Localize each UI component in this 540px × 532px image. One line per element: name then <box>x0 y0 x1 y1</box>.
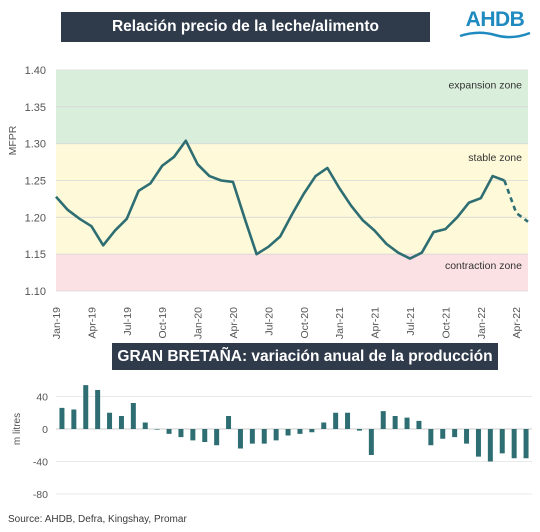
mfpr-line-chart: 1.10 1.15 1.20 1.25 1.30 1.35 1.40 Jan-19 Apr-1… <box>7 65 529 339</box>
bar <box>452 429 458 438</box>
mfpr-series-line <box>55 139 505 260</box>
logo-wave-icon <box>459 31 531 39</box>
bar <box>142 422 148 429</box>
y-tick-label: 1.15 <box>25 249 46 261</box>
zone-label: contraction zone <box>445 260 522 272</box>
bar <box>368 429 374 455</box>
bar <box>249 429 255 444</box>
y-tick-label: 0 <box>42 424 48 436</box>
bar <box>166 429 172 434</box>
production-change-bar-chart: 80 40 0 -40 -80 m litres <box>12 370 532 501</box>
bar <box>345 412 351 429</box>
x-tick-label: Jan-22 <box>476 307 488 339</box>
bar <box>356 429 362 431</box>
ahdb-logo: AHDB <box>458 8 532 42</box>
bar <box>404 417 410 429</box>
logo-text: AHDB <box>465 8 525 31</box>
y-tick-label: 80 <box>36 370 48 371</box>
zone-label: stable zone <box>468 152 522 164</box>
x-tick-label: Oct-20 <box>299 307 311 339</box>
y-tick-label: 1.20 <box>25 212 46 224</box>
bar <box>190 429 196 441</box>
x-tick-label: Apr-19 <box>86 307 98 339</box>
bar <box>118 416 124 429</box>
bar <box>154 429 160 430</box>
y-tick-label: 1.40 <box>25 65 46 77</box>
bar <box>226 416 232 429</box>
x-tick-label: Apr-22 <box>511 307 523 339</box>
bar <box>309 429 315 433</box>
x-tick-label: Oct-21 <box>440 307 452 339</box>
bar <box>297 429 303 434</box>
x-tick-label: Jul-19 <box>122 307 134 336</box>
bar <box>440 429 446 439</box>
y-tick-label: 1.10 <box>25 286 46 298</box>
y-tick-label: -40 <box>33 457 48 469</box>
x-tick-label: Jul-21 <box>405 307 417 336</box>
bar <box>321 422 327 429</box>
bar <box>59 407 65 429</box>
bar <box>392 416 398 429</box>
chart-title-banner: Relación precio de la leche/alimento <box>61 12 430 42</box>
bar <box>380 411 386 429</box>
bar <box>95 390 101 429</box>
bar <box>71 409 77 429</box>
bar <box>464 429 470 444</box>
bar <box>285 429 291 436</box>
bar <box>487 429 493 462</box>
y-axis-label: MFPR <box>7 125 19 155</box>
bar <box>202 429 208 442</box>
zone-band <box>56 254 528 291</box>
bar-chart-title-banner: GRAN BRETAÑA: variación anual de la prod… <box>112 343 498 370</box>
bar <box>428 429 434 446</box>
x-tick-label: Jan-21 <box>334 307 346 339</box>
y-tick-label: 1.30 <box>25 139 46 151</box>
y-tick-label: 1.35 <box>25 102 46 114</box>
x-tick-label: Oct-19 <box>157 307 169 339</box>
bar <box>214 429 220 446</box>
bar <box>261 429 267 444</box>
bar <box>83 385 89 429</box>
y-tick-label: 40 <box>36 392 48 404</box>
bar <box>511 429 517 459</box>
y-tick-label: 1.25 <box>25 176 46 188</box>
x-tick-label: Jul-20 <box>263 307 275 336</box>
zone-band <box>56 143 528 255</box>
zone-label: expansion zone <box>448 80 522 92</box>
bar <box>523 429 529 459</box>
x-tick-label: Jan-19 <box>51 307 63 339</box>
x-tick-label: Apr-21 <box>370 307 382 339</box>
bar <box>273 429 279 441</box>
bar <box>178 429 184 438</box>
mfpr-forecast-line <box>503 180 529 223</box>
y-tick-label: -80 <box>33 489 48 501</box>
bar <box>333 412 339 429</box>
x-tick-label: Jan-20 <box>193 307 205 339</box>
y-axis-label: m litres <box>12 413 23 445</box>
bar <box>475 429 481 457</box>
bar <box>107 412 113 429</box>
bar <box>130 403 136 429</box>
bar <box>499 429 505 454</box>
source-note: Source: AHDB, Defra, Kingshay, Promar <box>8 514 187 525</box>
bar <box>237 429 243 449</box>
x-tick-label: Apr-20 <box>228 307 240 339</box>
bar <box>416 420 422 429</box>
